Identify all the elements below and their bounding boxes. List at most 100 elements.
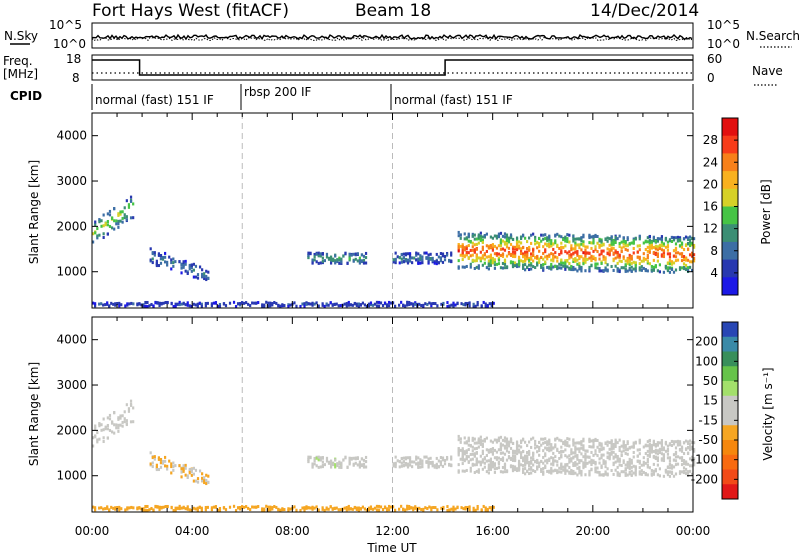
data-cell [546, 461, 549, 465]
data-cell [572, 237, 575, 241]
data-cell [562, 264, 565, 268]
data-cell [546, 236, 549, 240]
data-cell [469, 248, 472, 252]
data-cell [616, 441, 619, 445]
data-cell [550, 470, 553, 474]
data-cell [588, 469, 591, 473]
data-cell [149, 258, 152, 262]
data-cell [532, 436, 535, 440]
data-cell [515, 452, 519, 456]
data-cell [186, 272, 189, 276]
data-cell [564, 267, 567, 271]
colorbar-swatch [722, 259, 738, 278]
data-cell [562, 465, 565, 469]
data-cell [646, 463, 649, 467]
data-cell [408, 507, 411, 511]
data-cell [205, 478, 208, 482]
data-cell [457, 434, 460, 438]
data-cell [572, 472, 575, 476]
data-cell [106, 212, 109, 216]
data-cell [638, 459, 641, 463]
data-cell [457, 259, 460, 263]
data-cell [517, 463, 521, 467]
data-cell [96, 234, 99, 238]
data-cell [536, 459, 539, 463]
data-cell [652, 454, 655, 458]
data-cell [499, 448, 503, 452]
data-cell [503, 439, 507, 443]
data-cell [120, 303, 123, 307]
data-cell [251, 505, 254, 509]
data-cell [201, 478, 204, 482]
data-cell [688, 235, 692, 239]
data-cell [604, 261, 607, 265]
data-cell [350, 253, 353, 257]
data-cell [548, 254, 551, 258]
data-cell [622, 239, 625, 243]
data-cell [693, 457, 696, 461]
data-cell [554, 255, 557, 259]
data-cell [550, 456, 553, 460]
data-cell [574, 463, 577, 467]
data-cell [612, 268, 615, 272]
data-cell [646, 449, 649, 453]
data-cell [590, 254, 593, 258]
data-cell [415, 253, 418, 257]
data-cell [630, 461, 633, 465]
data-cell [277, 507, 280, 511]
data-cell [394, 304, 397, 308]
data-cell [151, 456, 154, 460]
data-cell [345, 508, 348, 512]
data-cell [690, 236, 694, 240]
data-cell [182, 263, 185, 267]
data-cell [232, 300, 236, 304]
data-cell [491, 243, 495, 247]
data-cell [479, 441, 482, 445]
data-cell [161, 461, 165, 465]
data-cell [155, 463, 158, 467]
data-cell [309, 506, 312, 510]
data-cell [465, 451, 468, 455]
data-cell [580, 242, 583, 246]
data-cell [594, 234, 597, 238]
data-cell [594, 266, 597, 270]
data-cell [317, 508, 320, 512]
data-cell [332, 259, 335, 263]
data-cell [240, 505, 244, 509]
data-cell [317, 261, 320, 265]
data-cell [421, 465, 424, 469]
data-cell [182, 260, 185, 264]
data-cell [471, 445, 474, 449]
data-cell [580, 452, 583, 456]
data-cell [560, 245, 563, 249]
data-cell [445, 251, 449, 255]
data-cell [483, 461, 486, 465]
data-cell [638, 262, 641, 266]
data-cell [358, 259, 361, 263]
data-cell [400, 260, 403, 264]
data-cell [550, 241, 553, 245]
data-cell [552, 451, 555, 455]
data-cell [548, 243, 551, 247]
data-cell [321, 302, 324, 306]
data-cell [654, 244, 657, 248]
data-cell [505, 469, 509, 473]
data-cell [524, 472, 527, 476]
data-cell [626, 238, 629, 242]
data-cell [415, 455, 418, 459]
data-cell [485, 453, 488, 457]
data-cell [431, 258, 434, 262]
data-cell [560, 241, 563, 245]
data-cell [474, 304, 477, 308]
data-cell [660, 248, 664, 252]
data-cell [598, 245, 601, 249]
data-cell [218, 304, 222, 308]
data-cell [542, 471, 545, 475]
data-cell [186, 505, 189, 509]
data-cell [558, 262, 561, 266]
data-cell [532, 454, 535, 458]
data-cell [121, 210, 124, 214]
data-cell [501, 470, 505, 474]
data-cell [402, 252, 405, 256]
data-cell [247, 302, 250, 306]
